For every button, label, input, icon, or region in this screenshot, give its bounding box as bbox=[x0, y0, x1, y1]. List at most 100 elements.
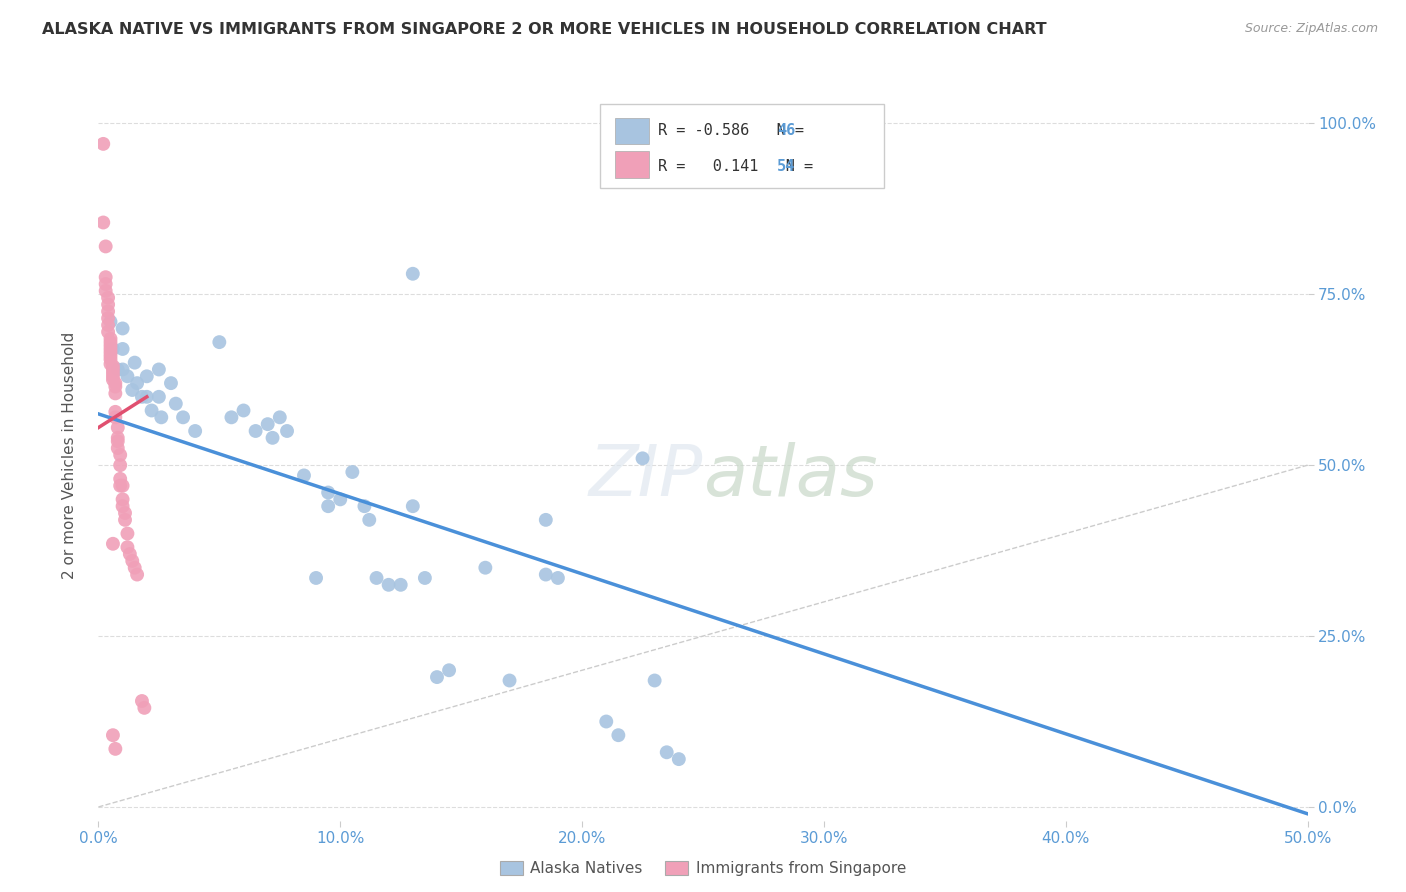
Point bbox=[353, 499, 375, 513]
Point bbox=[100, 349, 122, 363]
Point bbox=[655, 745, 678, 759]
Point bbox=[256, 417, 278, 432]
Point bbox=[100, 335, 122, 350]
Point bbox=[108, 448, 131, 462]
Point bbox=[108, 458, 131, 472]
Point bbox=[148, 362, 170, 376]
Point bbox=[262, 431, 284, 445]
Point bbox=[107, 441, 129, 455]
Point bbox=[94, 284, 117, 298]
Point bbox=[172, 410, 194, 425]
Point bbox=[117, 540, 139, 554]
Point bbox=[100, 315, 122, 329]
Point bbox=[118, 547, 141, 561]
Point bbox=[94, 277, 117, 291]
Point bbox=[97, 318, 120, 332]
Point bbox=[101, 342, 124, 356]
Point bbox=[94, 270, 117, 285]
Point bbox=[329, 492, 352, 507]
Point bbox=[305, 571, 328, 585]
Point bbox=[117, 526, 139, 541]
Text: 54: 54 bbox=[776, 159, 794, 174]
Point bbox=[342, 465, 364, 479]
Legend: Alaska Natives, Immigrants from Singapore: Alaska Natives, Immigrants from Singapor… bbox=[494, 855, 912, 882]
Point bbox=[100, 342, 122, 356]
Point bbox=[111, 492, 134, 507]
Point bbox=[124, 560, 146, 574]
Point bbox=[631, 451, 654, 466]
Point bbox=[148, 390, 170, 404]
Point bbox=[111, 478, 134, 492]
Point bbox=[131, 694, 153, 708]
Text: R = -0.586   N =: R = -0.586 N = bbox=[658, 123, 814, 138]
Point bbox=[437, 663, 460, 677]
Point bbox=[135, 390, 157, 404]
Point bbox=[668, 752, 690, 766]
Point bbox=[413, 571, 436, 585]
Point bbox=[111, 321, 134, 335]
Point bbox=[107, 434, 129, 449]
Point bbox=[124, 356, 146, 370]
Point bbox=[111, 499, 134, 513]
Point bbox=[108, 472, 131, 486]
Point bbox=[221, 410, 243, 425]
Point bbox=[101, 373, 124, 387]
Point bbox=[232, 403, 254, 417]
Point bbox=[474, 560, 496, 574]
Point bbox=[104, 376, 127, 391]
Y-axis label: 2 or more Vehicles in Household: 2 or more Vehicles in Household bbox=[62, 331, 77, 579]
Point bbox=[100, 338, 122, 352]
Point bbox=[114, 513, 136, 527]
Point bbox=[100, 345, 122, 359]
Point bbox=[359, 513, 381, 527]
Point bbox=[134, 701, 156, 715]
Point bbox=[97, 291, 120, 305]
Point bbox=[94, 239, 117, 253]
Point bbox=[402, 267, 425, 281]
Point bbox=[107, 431, 129, 445]
Point bbox=[389, 578, 412, 592]
Text: 46: 46 bbox=[776, 123, 794, 138]
Point bbox=[269, 410, 291, 425]
Point bbox=[104, 405, 127, 419]
Text: R =   0.141   N =: R = 0.141 N = bbox=[658, 159, 823, 174]
Point bbox=[245, 424, 267, 438]
Point bbox=[91, 136, 114, 151]
Point bbox=[97, 297, 120, 311]
Point bbox=[111, 362, 134, 376]
Point bbox=[100, 332, 122, 346]
FancyBboxPatch shape bbox=[614, 152, 648, 178]
Point bbox=[104, 742, 127, 756]
Point bbox=[117, 369, 139, 384]
Point bbox=[534, 513, 557, 527]
Point bbox=[104, 410, 127, 425]
Point bbox=[107, 362, 129, 376]
Text: ALASKA NATIVE VS IMMIGRANTS FROM SINGAPORE 2 OR MORE VEHICLES IN HOUSEHOLD CORRE: ALASKA NATIVE VS IMMIGRANTS FROM SINGAPO… bbox=[42, 22, 1047, 37]
Point bbox=[644, 673, 666, 688]
Point bbox=[100, 352, 122, 367]
Point bbox=[104, 386, 127, 401]
Point bbox=[316, 485, 339, 500]
Point bbox=[595, 714, 617, 729]
Point bbox=[135, 369, 157, 384]
Point bbox=[121, 554, 143, 568]
Point bbox=[101, 537, 124, 551]
Point bbox=[316, 499, 339, 513]
Point bbox=[97, 311, 120, 326]
Point bbox=[426, 670, 449, 684]
Point bbox=[101, 359, 124, 373]
Point bbox=[141, 403, 163, 417]
Point bbox=[534, 567, 557, 582]
Point bbox=[165, 397, 187, 411]
Point bbox=[366, 571, 388, 585]
Point bbox=[108, 478, 131, 492]
Point bbox=[97, 304, 120, 318]
Text: Source: ZipAtlas.com: Source: ZipAtlas.com bbox=[1244, 22, 1378, 36]
Point bbox=[131, 390, 153, 404]
Point bbox=[121, 383, 143, 397]
Point bbox=[111, 342, 134, 356]
Point bbox=[127, 567, 149, 582]
Point bbox=[498, 673, 520, 688]
Point bbox=[292, 468, 315, 483]
Point bbox=[547, 571, 569, 585]
